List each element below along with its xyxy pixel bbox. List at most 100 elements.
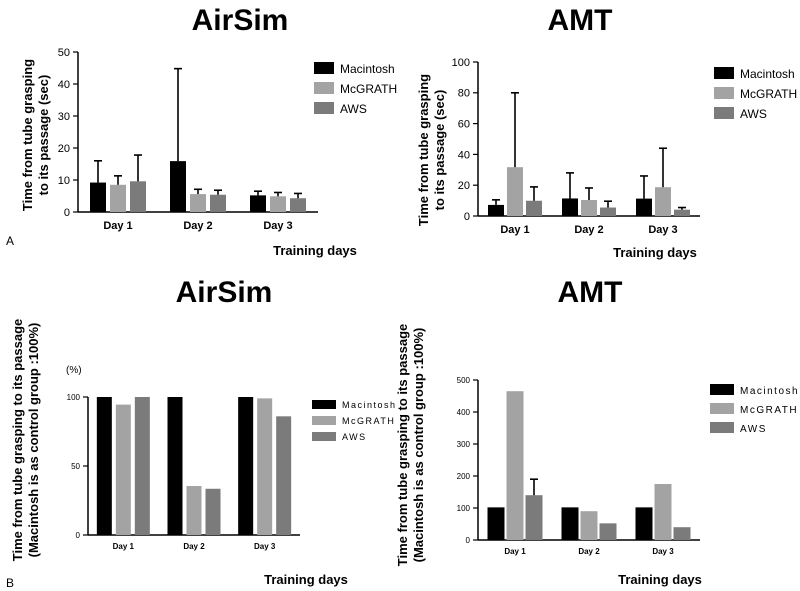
plot-area: 0 50 100 (%) Day 1 Day 2 Day 3: [66, 365, 300, 551]
bar: [655, 187, 671, 216]
legend-label: AWS: [340, 102, 367, 116]
y-axis-label-line-2: to its passage (sec): [432, 90, 447, 211]
plot-area: 0 100 200 300 400 500 Day 1 Day 2 Day 3: [457, 376, 700, 556]
bar: [599, 523, 617, 540]
x-axis-label: Training days: [618, 572, 702, 587]
bar: [257, 398, 273, 535]
legend-swatch: [710, 422, 734, 433]
x-tick-label: Day 1: [103, 220, 132, 232]
bar: [270, 196, 286, 212]
legend-label: McGRATH: [740, 405, 798, 416]
legend-swatch: [710, 384, 734, 395]
bar: [562, 198, 578, 216]
y-axis-label-line-2: (Macintosh is as control group :100%): [411, 328, 426, 563]
legend-label: AWS: [740, 107, 767, 121]
x-tick-label: Day 1: [500, 224, 529, 236]
y-tick-label: 100: [452, 57, 470, 69]
y-tick-label: 200: [457, 472, 471, 481]
y-tick-label: 100: [457, 504, 471, 513]
y-tick-label: 0: [466, 536, 471, 545]
legend-swatch: [312, 416, 336, 425]
x-tick-label: Day 1: [504, 547, 526, 556]
plot-area: 0 10 20 30 40 50 Day 1 Day 2 Day 3: [58, 47, 318, 232]
bar: [276, 416, 292, 535]
legend-label: McGRATH: [740, 87, 797, 101]
y-axis-label-line-1: Time from tube grasping to its passage: [10, 319, 25, 561]
legend-swatch: [314, 102, 334, 114]
chart-b-amt: AMT Time from tube grasping to its passa…: [395, 276, 799, 587]
bar: [110, 184, 126, 212]
y-tick-label: 20: [458, 180, 470, 192]
x-tick-label: Day 2: [578, 547, 600, 556]
legend-label: AWS: [342, 432, 367, 442]
bar: [210, 194, 226, 212]
bar: [600, 207, 616, 216]
y-tick-label: 0: [464, 211, 470, 223]
y-tick-label: 0: [64, 207, 70, 219]
legend-swatch: [312, 400, 336, 409]
bar: [250, 195, 266, 212]
y-tick-label: 40: [58, 79, 70, 91]
legend: Macintosh McGRATH AWS: [714, 67, 797, 121]
plot-area: 0 20 40 60 80 100 Day 1 Day 2 Day 3: [452, 57, 700, 236]
y-tick-label: 50: [71, 462, 80, 471]
bar: [205, 488, 221, 535]
y-tick-label: 100: [67, 393, 81, 402]
bar: [170, 161, 186, 212]
y-tick-label: 500: [457, 376, 471, 385]
legend-label: AWS: [740, 424, 767, 435]
x-tick-label: Day 2: [183, 220, 212, 232]
legend-swatch: [714, 87, 734, 99]
y-tick-label: 400: [457, 408, 471, 417]
bar: [186, 486, 202, 535]
chart-title: AirSim: [192, 4, 289, 37]
bar: [506, 391, 524, 540]
bar: [167, 397, 183, 535]
y-tick-label: 80: [458, 88, 470, 100]
chart-title: AMT: [548, 4, 613, 37]
legend-swatch: [710, 403, 734, 414]
bar: [488, 204, 504, 216]
legend-swatch: [314, 82, 334, 94]
legend-label: Macintosh: [340, 62, 395, 76]
y-tick-label: 300: [457, 440, 471, 449]
y-axis-label-line-1: Time from tube grasping to its passage: [395, 324, 410, 566]
y-tick-label: 30: [58, 111, 70, 123]
bar: [654, 484, 672, 540]
bar: [134, 397, 150, 535]
x-axis-label: Training days: [613, 245, 697, 260]
x-axis-label: Training days: [264, 572, 348, 587]
bar: [525, 495, 543, 540]
legend-label: Macintosh: [342, 400, 397, 410]
y-tick-label: 40: [458, 149, 470, 161]
x-tick-label: Day 2: [574, 224, 603, 236]
y-tick-label: 20: [58, 143, 70, 155]
bar: [487, 507, 505, 540]
bar: [90, 182, 106, 212]
y-tick-label: 0: [76, 531, 81, 540]
chart-title: AirSim: [176, 276, 273, 309]
bar: [635, 507, 653, 540]
chart-title: AMT: [558, 276, 623, 309]
y-axis-label-line-2: to its passage (sec): [36, 75, 51, 196]
y-tick-label: 60: [458, 118, 470, 130]
y-unit-label: (%): [66, 365, 82, 376]
x-axis-label: Training days: [273, 243, 357, 258]
bar: [674, 209, 690, 216]
legend-label: Macintosh: [740, 67, 795, 81]
legend: Macintosh McGRATH AWS: [312, 400, 397, 442]
bar: [526, 200, 542, 216]
legend: Macintosh McGRATH AWS: [314, 62, 397, 116]
bar: [290, 198, 306, 212]
legend-swatch: [314, 62, 334, 74]
x-tick-label: Day 2: [183, 542, 205, 551]
legend-label: McGRATH: [342, 416, 395, 426]
legend-label: McGRATH: [340, 82, 397, 96]
x-tick-label: Day 3: [652, 547, 674, 556]
legend-swatch: [312, 432, 336, 441]
legend-label: Macintosh: [740, 386, 799, 397]
x-tick-label: Day 3: [263, 220, 292, 232]
legend: Macintosh McGRATH AWS: [710, 384, 799, 435]
x-tick-label: Day 3: [254, 542, 276, 551]
